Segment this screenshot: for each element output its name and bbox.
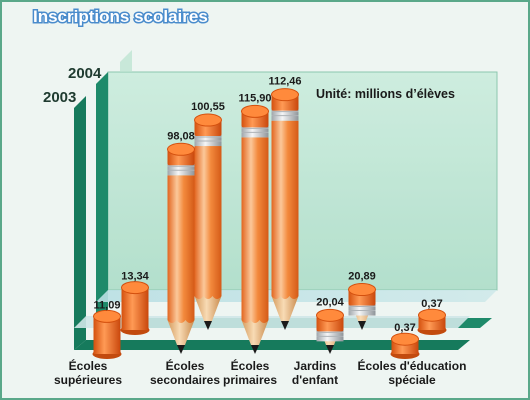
x-tick-label-4: Écoles d'éducation spéciale xyxy=(358,358,467,387)
pencil-bar-2004-4 xyxy=(417,308,447,335)
data-label-2003-2: 115,90 xyxy=(238,92,271,104)
legend-year-2004: 2004 xyxy=(68,65,102,82)
data-label-2003-1: 98,08 xyxy=(167,130,195,142)
data-label-2004-4: 0,37 xyxy=(421,298,442,310)
x-tick-label-2: Écoles primaires xyxy=(223,358,277,387)
x-tick-label-0: Écoles supérieures xyxy=(54,358,122,387)
data-label-2003-0: 11,09 xyxy=(94,299,121,311)
pencil-bar-2003-4 xyxy=(390,332,420,359)
data-label-2004-1: 100,55 xyxy=(191,101,225,113)
pencil-bar-2003-2 xyxy=(241,104,269,354)
data-label-2003-3: 20,04 xyxy=(316,296,344,308)
data-label-2004-2: 112,46 xyxy=(268,76,301,88)
pencil-bar-2003-1 xyxy=(167,142,195,354)
pencil-bar-2004-2 xyxy=(271,88,299,330)
year-band-2003 xyxy=(74,96,470,350)
unit-note: Unité: millions d’élèves xyxy=(316,87,455,101)
data-label-2004-3: 20,89 xyxy=(348,271,376,283)
pencil-bar-2003-3 xyxy=(316,308,344,354)
data-label-2003-4: 0,37 xyxy=(394,322,415,334)
pencil-bar-2004-3 xyxy=(348,283,376,330)
pencil-bar-2004-1 xyxy=(194,113,222,330)
legend-year-2003: 2003 xyxy=(43,89,76,106)
x-tick-label-1: Écoles secondaires xyxy=(150,358,220,387)
pencil-bar-2003-0 xyxy=(92,309,122,359)
data-label-2004-0: 13,34 xyxy=(121,271,149,283)
pencil-bar-2004-0 xyxy=(120,281,150,335)
chart-title: Inscriptions scolaires xyxy=(33,7,208,26)
x-tick-label-3: Jardins d'enfant xyxy=(292,359,338,387)
